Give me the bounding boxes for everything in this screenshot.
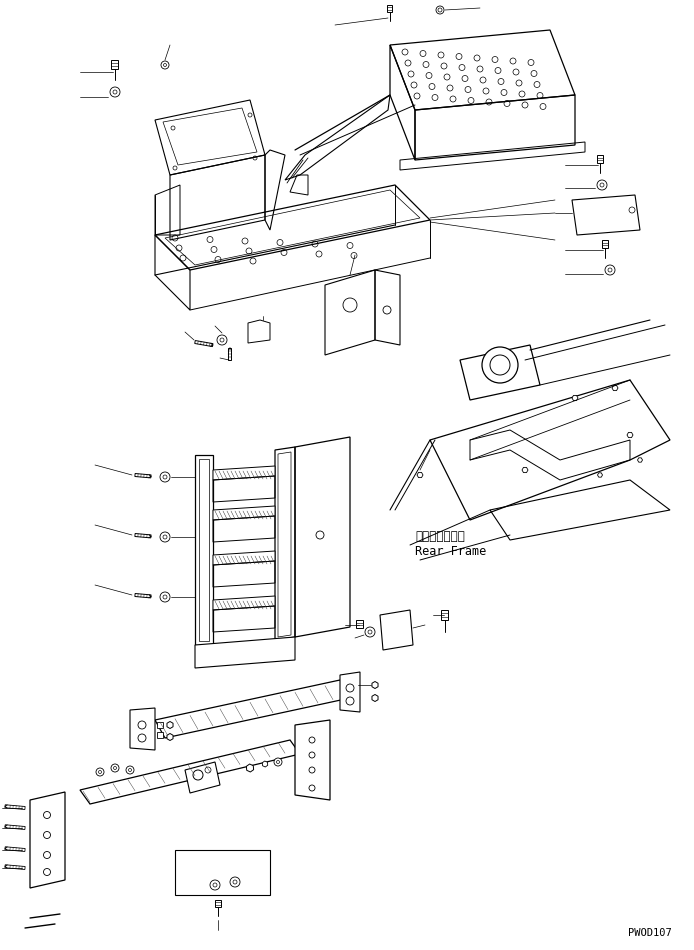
Circle shape: [233, 880, 237, 884]
Polygon shape: [195, 637, 295, 668]
Circle shape: [111, 764, 119, 772]
Circle shape: [436, 6, 444, 14]
Bar: [602, 240, 608, 248]
Polygon shape: [572, 195, 640, 235]
Polygon shape: [417, 472, 423, 478]
Polygon shape: [372, 681, 378, 689]
Bar: [387, 5, 393, 12]
Polygon shape: [246, 764, 253, 772]
Circle shape: [163, 595, 167, 599]
Circle shape: [274, 758, 282, 766]
Polygon shape: [167, 733, 173, 740]
Circle shape: [160, 472, 170, 482]
Circle shape: [490, 355, 510, 375]
Polygon shape: [213, 551, 275, 565]
Polygon shape: [572, 395, 578, 401]
Polygon shape: [627, 432, 633, 438]
Circle shape: [438, 8, 442, 12]
Polygon shape: [295, 720, 330, 800]
Polygon shape: [30, 792, 65, 888]
Bar: [157, 722, 163, 728]
Circle shape: [99, 770, 101, 773]
Polygon shape: [135, 534, 151, 538]
Bar: [441, 610, 448, 620]
Bar: [112, 60, 119, 69]
Circle shape: [161, 61, 169, 69]
Polygon shape: [522, 467, 528, 472]
Polygon shape: [5, 846, 25, 851]
Polygon shape: [248, 320, 270, 343]
Circle shape: [220, 338, 224, 342]
Circle shape: [600, 183, 604, 187]
Circle shape: [608, 268, 612, 272]
Polygon shape: [5, 864, 25, 869]
Circle shape: [368, 630, 372, 634]
Text: PWOD107: PWOD107: [628, 928, 672, 938]
Circle shape: [96, 768, 104, 776]
Bar: [157, 732, 163, 738]
Circle shape: [230, 877, 240, 887]
Circle shape: [164, 64, 167, 67]
Circle shape: [482, 347, 518, 383]
Bar: [357, 620, 364, 628]
Circle shape: [365, 627, 375, 637]
Polygon shape: [598, 473, 602, 477]
Polygon shape: [155, 680, 350, 738]
Circle shape: [597, 180, 607, 190]
Circle shape: [217, 335, 227, 345]
Polygon shape: [340, 672, 360, 712]
Circle shape: [126, 766, 134, 774]
Circle shape: [276, 761, 280, 764]
Polygon shape: [5, 825, 25, 829]
Text: リヤーフレーム: リヤーフレーム: [415, 530, 465, 543]
Circle shape: [114, 767, 117, 770]
Polygon shape: [380, 610, 413, 650]
Circle shape: [213, 883, 217, 887]
Polygon shape: [213, 596, 275, 610]
Polygon shape: [5, 805, 25, 809]
Polygon shape: [213, 466, 275, 480]
Circle shape: [210, 880, 220, 890]
Polygon shape: [612, 386, 618, 390]
Circle shape: [163, 475, 167, 479]
Polygon shape: [135, 473, 151, 478]
Circle shape: [160, 592, 170, 602]
Circle shape: [110, 87, 120, 97]
Polygon shape: [167, 721, 173, 729]
Bar: [215, 900, 221, 907]
Bar: [597, 155, 603, 163]
Circle shape: [605, 265, 615, 275]
Bar: [175, 850, 270, 895]
Polygon shape: [80, 740, 300, 804]
Polygon shape: [130, 708, 155, 750]
Circle shape: [163, 535, 167, 539]
Circle shape: [160, 532, 170, 542]
Polygon shape: [372, 694, 378, 701]
Polygon shape: [638, 458, 643, 462]
Circle shape: [113, 90, 117, 94]
Polygon shape: [228, 348, 232, 360]
Polygon shape: [213, 506, 275, 520]
Polygon shape: [135, 594, 151, 598]
Circle shape: [128, 769, 131, 771]
Polygon shape: [185, 762, 220, 793]
Polygon shape: [195, 340, 213, 347]
Polygon shape: [262, 761, 268, 767]
Text: Rear Frame: Rear Frame: [415, 545, 486, 558]
